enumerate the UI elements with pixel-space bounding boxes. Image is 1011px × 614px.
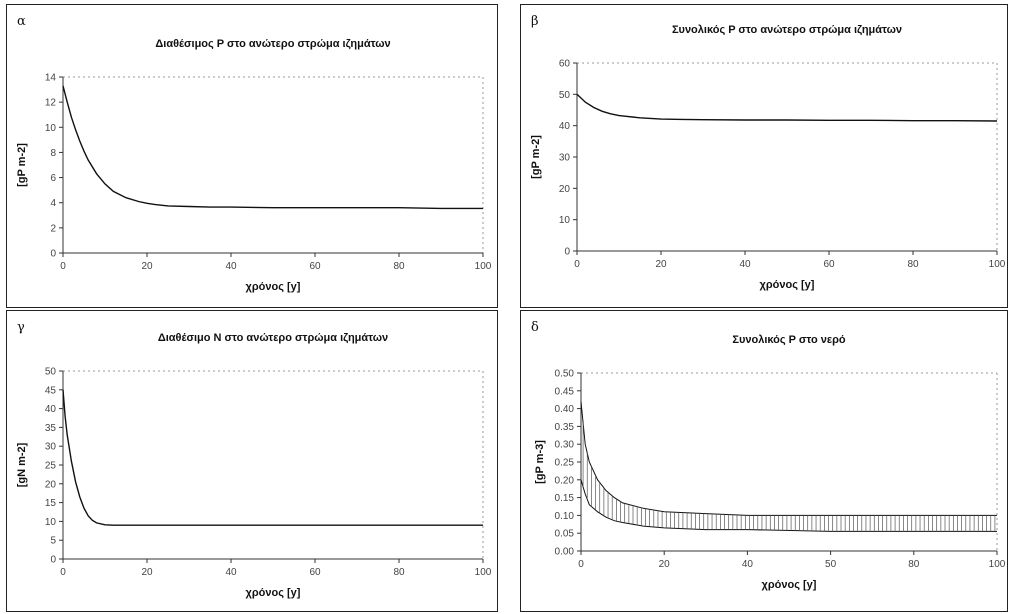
- y-tick-label: 0.30: [555, 440, 575, 451]
- series-line: [580, 479, 997, 532]
- y-tick-label: 35: [45, 423, 57, 434]
- chart-panel-beta: β Συνολικός P στο ανώτερο στρώμα ιζημάτων…: [520, 4, 1008, 308]
- y-tick-label: 30: [559, 153, 571, 164]
- y-tick-label: 10: [45, 123, 57, 134]
- x-tick-label: 80: [907, 259, 919, 270]
- y-tick-label: 4: [50, 198, 56, 209]
- x-axis-label: χρόνος [y]: [760, 279, 815, 291]
- chart-panel-gamma: γ Διαθέσιμο N στο ανώτερο στρώμα ιζημάτων…: [6, 310, 498, 612]
- x-axis-label: χρόνος [y]: [762, 579, 817, 591]
- x-tick-label: 0: [60, 261, 66, 272]
- y-axis-label: [gP m-3]: [534, 440, 546, 484]
- x-tick-label: 60: [309, 261, 321, 272]
- y-tick-label: 45: [45, 385, 57, 396]
- y-tick-label: 0.10: [555, 511, 575, 522]
- y-tick-label: 0.50: [555, 369, 575, 380]
- x-tick-label: 0: [574, 259, 580, 270]
- y-tick-label: 0.25: [555, 458, 575, 469]
- y-axis-label: [gP m-2]: [530, 135, 542, 179]
- y-tick-label: 40: [559, 121, 571, 132]
- y-tick-label: 60: [559, 59, 571, 70]
- y-tick-label: 0: [50, 555, 56, 566]
- x-tick-label: 0: [60, 567, 66, 578]
- chart-svg-delta: δ Συνολικός P στο νερό 0.00 0.05 0.10 0.15 0.2…: [531, 320, 1006, 591]
- x-tick-label: 40: [225, 567, 237, 578]
- x-tick-label: 40: [225, 261, 237, 272]
- y-tick-label: 10: [45, 517, 57, 528]
- y-tick-label: 8: [50, 148, 56, 159]
- x-tick-label: 80: [908, 559, 920, 570]
- x-tick-label: 100: [475, 261, 492, 272]
- y-tick-label: 0: [564, 247, 570, 258]
- y-tick-label: 0.15: [555, 493, 575, 504]
- chart-panel-delta: δ Συνολικός P στο νερό 0.00 0.05 0.10 0.15 0.2…: [520, 310, 1008, 612]
- x-tick-label: 20: [141, 567, 153, 578]
- y-tick-label: 0.05: [555, 529, 575, 540]
- x-tick-label: 80: [393, 261, 405, 272]
- panel-label: β: [531, 14, 539, 29]
- series-line: [62, 85, 483, 210]
- y-tick-label: 0.00: [555, 547, 575, 558]
- chart-svg-gamma: γ Διαθέσιμο N στο ανώτερο στρώμα ιζημάτων…: [16, 320, 492, 599]
- y-tick-label: 0.20: [555, 475, 575, 486]
- y-tick-label: 15: [45, 498, 57, 509]
- series-line: [576, 93, 998, 122]
- chart-title: Συνολικός P στο ανώτερο στρώμα ιζημάτων: [672, 24, 902, 36]
- x-tick-label: 40: [739, 259, 751, 270]
- y-tick-label: 25: [45, 461, 57, 472]
- y-tick-label: 0.35: [555, 422, 575, 433]
- chart-svg-alpha: α Διαθέσιμος P στο ανώτερο στρώμα ιζημάτω…: [16, 14, 492, 293]
- y-tick-label: 14: [45, 73, 57, 84]
- y-tick-label: 0.45: [555, 386, 575, 397]
- y-tick-label: 0: [50, 249, 56, 260]
- y-tick-label: 2: [50, 223, 56, 234]
- x-tick-label: 100: [989, 259, 1006, 270]
- x-tick-label: 60: [309, 567, 321, 578]
- chart-title: Διαθέσιμο N στο ανώτερο στρώμα ιζημάτων: [158, 332, 388, 344]
- y-tick-label: 0.40: [555, 404, 575, 415]
- x-tick-label: 20: [655, 259, 667, 270]
- x-tick-label: 20: [141, 261, 153, 272]
- y-tick-label: 20: [45, 479, 57, 490]
- panel-label: γ: [17, 320, 25, 335]
- x-tick-label: 100: [475, 567, 492, 578]
- x-tick-label: 20: [659, 559, 671, 570]
- y-tick-label: 40: [45, 404, 57, 415]
- y-axis-label: [gN m-2]: [16, 442, 28, 487]
- x-tick-label: 100: [989, 559, 1006, 570]
- series-line: [580, 401, 997, 516]
- y-tick-label: 50: [45, 367, 57, 378]
- y-tick-label: 20: [559, 184, 571, 195]
- x-tick-label: 60: [823, 259, 835, 270]
- x-tick-label: 50: [825, 559, 837, 570]
- y-tick-label: 50: [559, 90, 571, 101]
- y-tick-label: 5: [50, 536, 56, 547]
- chart-title: Συνολικός P στο νερό: [732, 334, 846, 346]
- x-tick-label: 80: [393, 567, 405, 578]
- chart-title: Διαθέσιμος P στο ανώτερο στρώμα ιζημάτων: [155, 38, 390, 50]
- panel-label: α: [17, 14, 26, 29]
- series-line: [62, 389, 483, 526]
- x-axis-label: χρόνος [y]: [246, 281, 301, 293]
- chart-panel-alpha: α Διαθέσιμος P στο ανώτερο στρώμα ιζημάτω…: [6, 4, 498, 308]
- x-tick-label: 40: [742, 559, 754, 570]
- chart-svg-beta: β Συνολικός P στο ανώτερο στρώμα ιζημάτων…: [530, 14, 1006, 291]
- y-tick-label: 6: [50, 173, 56, 184]
- y-tick-label: 10: [559, 215, 571, 226]
- y-tick-label: 12: [45, 98, 57, 109]
- y-tick-label: 30: [45, 442, 57, 453]
- y-axis-label: [gP m-2]: [16, 143, 28, 187]
- panel-label: δ: [531, 320, 539, 335]
- x-tick-label: 0: [578, 559, 584, 570]
- x-axis-label: χρόνος [y]: [246, 587, 301, 599]
